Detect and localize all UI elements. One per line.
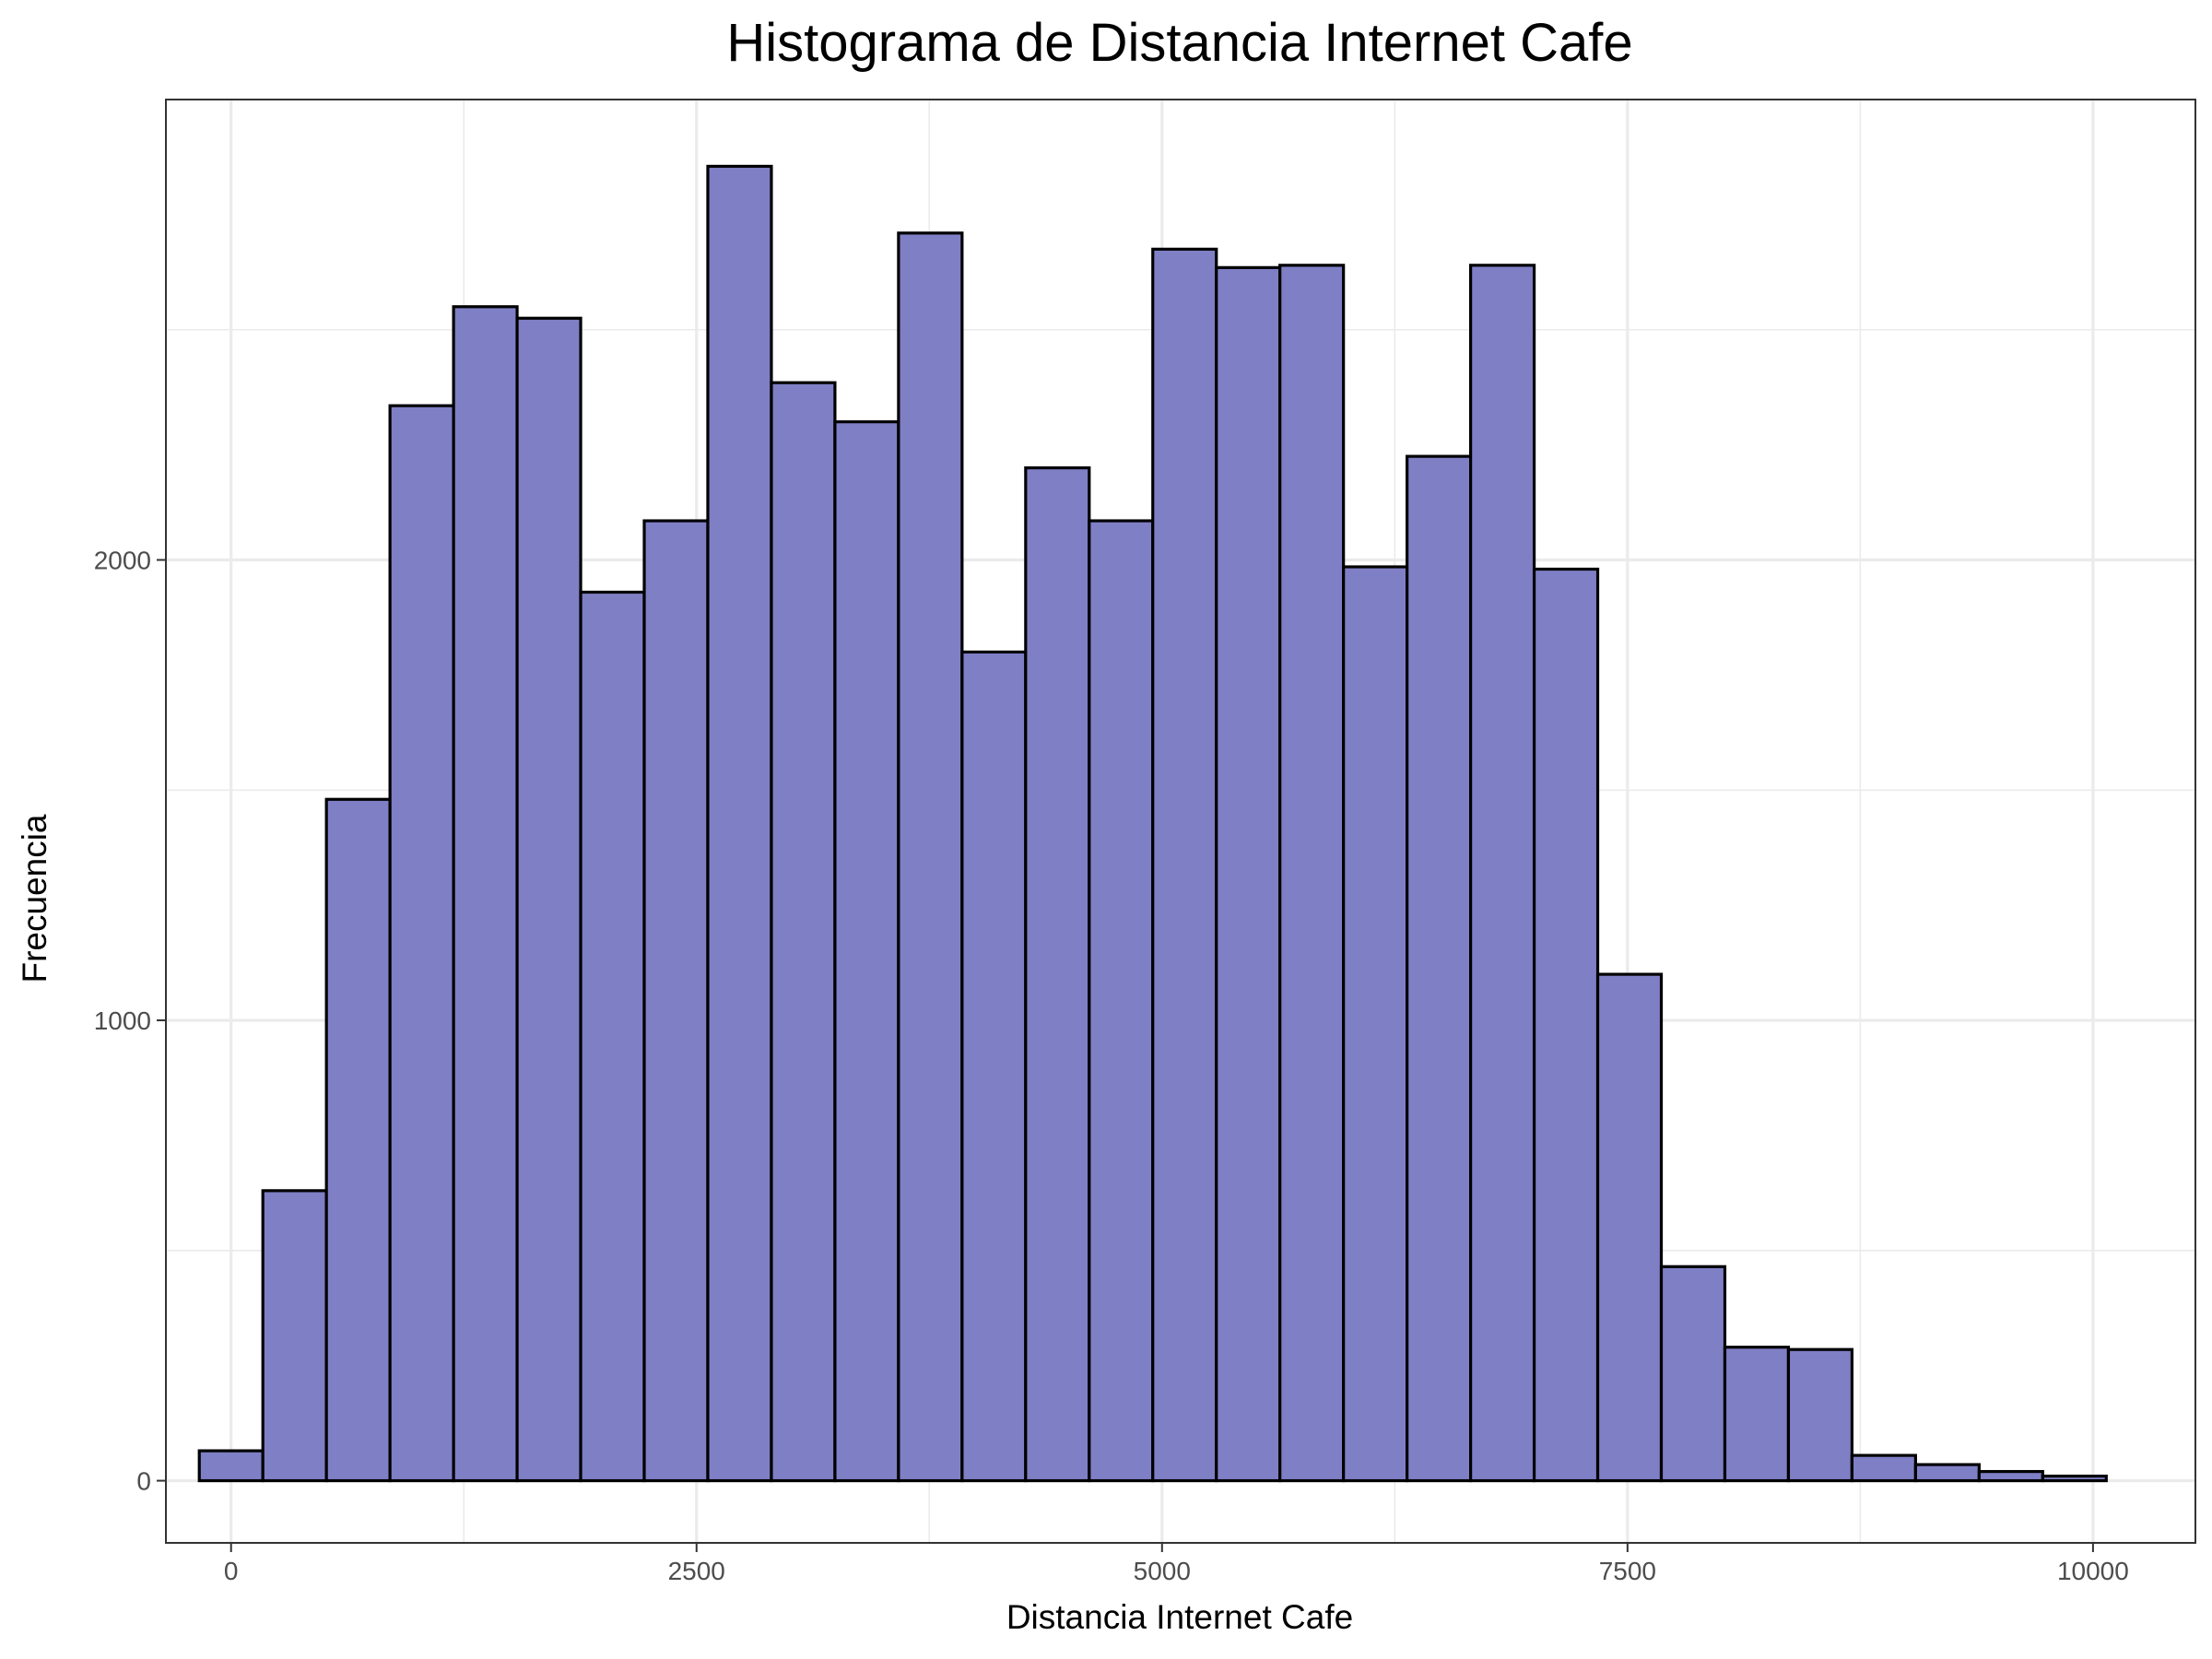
histogram-bar [1151,247,1218,1483]
histogram-bar [1913,1463,1981,1483]
histogram-bar [897,231,964,1483]
histogram-bar [1532,567,1600,1483]
histogram-bar [706,164,773,1483]
y-tick-label: 1000 [94,1006,151,1035]
histogram-bar [1786,1347,1854,1483]
histogram-bar [1595,972,1664,1483]
histogram-bar [770,381,837,1483]
plot-panel-border [165,99,2196,1544]
histogram-bar [1278,264,1346,1483]
histogram-bar [1406,454,1473,1483]
x-axis: 0 2500 5000 7500 10000 [224,1543,2129,1585]
histogram-bar [1977,1469,2044,1483]
histogram-bar [1088,519,1155,1483]
histogram-bar [1469,264,1536,1483]
x-tick-label: 2500 [668,1557,725,1585]
histogram-bar [197,1449,265,1483]
histogram-bar [1215,265,1282,1483]
histogram-bar [1342,565,1409,1483]
x-axis-title: Distancia Internet Cafe [1006,1598,1353,1636]
y-tick-label: 2000 [94,547,151,575]
histogram-bar [1024,466,1091,1483]
histogram-bar [1850,1453,1917,1483]
histogram-bar [833,420,900,1483]
histogram-bar [1723,1346,1791,1483]
x-tick-label: 5000 [1134,1557,1191,1585]
histogram-bar [1659,1265,1727,1483]
histogram-bar [642,519,710,1483]
chart-title: Histograma de Distancia Internet Cafe [726,13,1632,73]
y-tick-label: 0 [136,1467,151,1496]
histogram-bars [197,164,2108,1483]
histogram-bar [579,590,646,1483]
x-tick-label: 10000 [2057,1557,2129,1585]
histogram-bar [388,404,455,1483]
y-axis: 0 1000 2000 [94,547,166,1496]
histogram-bar [960,650,1028,1483]
histogram-bar [515,316,582,1483]
x-tick-label: 0 [224,1557,239,1585]
histogram-bar [2041,1474,2108,1483]
histogram-bar [324,797,392,1483]
histogram-bar [261,1189,328,1483]
x-tick-label: 7500 [1599,1557,1656,1585]
y-axis-title: Frecuencia [16,814,53,982]
histogram-bar [452,305,519,1483]
